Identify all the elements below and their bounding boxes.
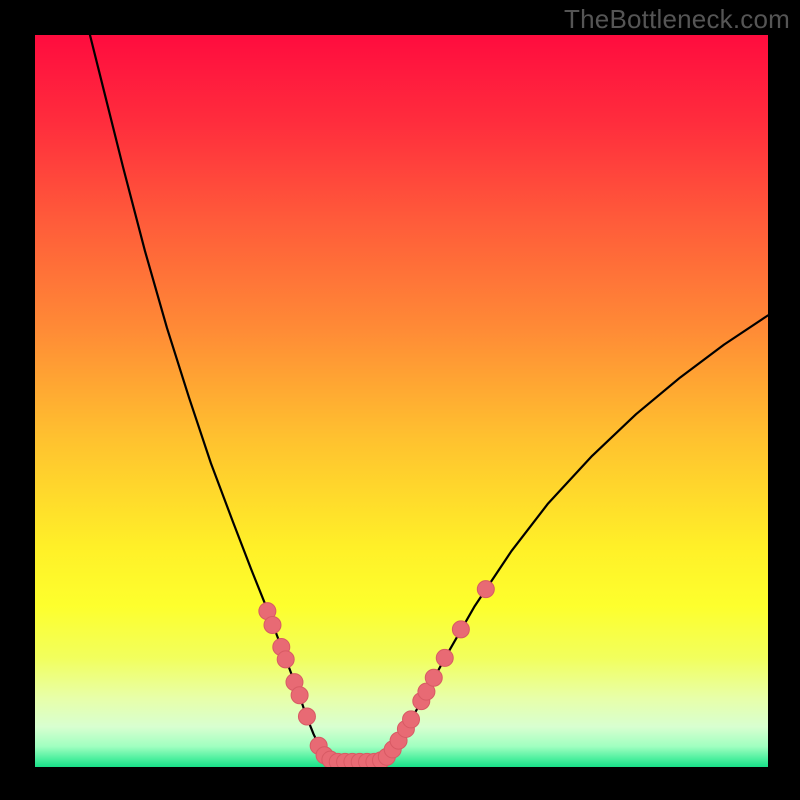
data-marker (452, 621, 469, 638)
watermark-text: TheBottleneck.com (564, 4, 790, 35)
data-marker (264, 616, 281, 633)
data-marker (298, 708, 315, 725)
data-marker (425, 669, 442, 686)
data-marker (436, 649, 453, 666)
data-marker (277, 651, 294, 668)
stage: TheBottleneck.com (0, 0, 800, 800)
chart-canvas (0, 0, 800, 800)
data-marker (477, 581, 494, 598)
data-marker (291, 687, 308, 704)
plot-background (35, 35, 768, 767)
data-marker (403, 711, 420, 728)
